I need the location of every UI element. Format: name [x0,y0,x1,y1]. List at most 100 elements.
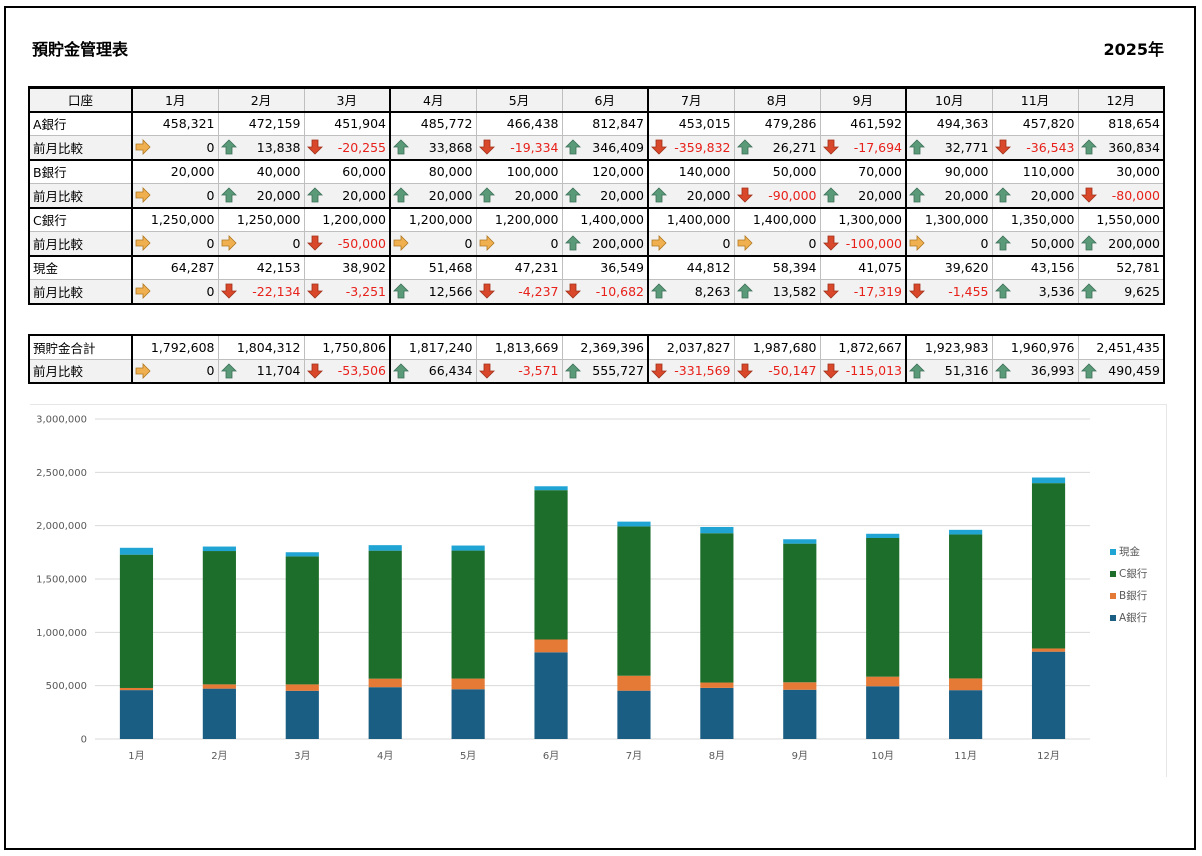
up-arrow-icon [1080,283,1097,299]
x-tick-label: 4月 [377,750,393,762]
diff-value: 0 [808,235,817,251]
diff-cell: -3,571 [475,359,563,384]
bar-segment [285,552,319,557]
x-tick-label: 6月 [543,750,559,762]
diff-value: 36,993 [1030,363,1075,379]
right-arrow-icon [651,235,667,252]
diff-label: 前月比較 [28,359,133,384]
amount-cell: 47,231 [475,255,563,280]
diff-cell: -90,000 [733,183,821,209]
header-account: 口座 [28,86,133,113]
x-tick-label: 9月 [792,750,808,762]
amount-row: A銀行 458,321 472,159 451,904 485,772 466,438 81… [28,111,1165,136]
bar-segment [202,546,236,552]
amount-cell: 40,000 [217,159,305,184]
amount-cell: 458,321 [131,111,219,136]
diff-label: 前月比較 [28,231,133,257]
diff-cell: 0 [217,231,305,257]
down-arrow-icon [564,283,581,299]
down-arrow-icon [306,235,323,251]
row-label: A銀行 [28,111,133,136]
amount-cell: 41,075 [819,255,907,280]
up-arrow-icon [393,139,409,155]
amount-cell: 1,350,000 [991,207,1079,232]
diff-value: 20,000 [944,187,989,203]
diff-cell: -100,000 [819,231,907,257]
bar-segment [368,678,402,688]
y-tick-label: 3,000,000 [36,415,87,426]
diff-cell: 20,000 [389,183,477,209]
bar-segment [700,682,734,688]
amount-cell: 1,987,680 [733,334,821,360]
bar-segment [119,687,154,691]
up-arrow-icon [564,363,581,379]
diff-cell: -10,682 [561,279,649,305]
bar-segment [949,690,983,739]
amount-cell: 1,200,000 [475,207,563,232]
diff-value: 3,536 [1038,283,1075,299]
page-title: 預貯金管理表 [32,40,129,59]
amount-cell: 453,015 [647,111,735,136]
diff-cell: -17,694 [819,135,907,161]
down-arrow-icon [994,139,1011,155]
diff-cell: -19,334 [475,135,563,161]
diff-cell: 20,000 [475,183,563,209]
diff-value: 13,838 [256,139,301,155]
diff-cell: -359,832 [647,135,735,161]
down-arrow-icon [736,187,753,203]
y-tick-label: 2,500,000 [36,468,87,479]
y-tick-label: 1,500,000 [36,575,87,586]
chart-svg: 0 500,000 1,000,000 1,500,000 2,000,000 2,500… [36,415,1148,763]
up-arrow-icon [994,235,1011,251]
up-arrow-icon [564,187,581,203]
up-arrow-icon [306,187,323,203]
amount-cell: 2,369,396 [561,334,649,360]
diff-cell: 0 [905,231,993,257]
y-tick-label: 2,000,000 [36,521,87,532]
bar-segment [368,550,402,679]
up-arrow-icon [564,235,581,251]
diff-value: -20,255 [337,139,386,155]
right-arrow-icon [135,362,151,379]
diff-label: 前月比較 [28,279,133,305]
page-frame [4,6,1196,850]
diff-value: -17,694 [853,139,902,155]
down-arrow-icon [822,363,839,379]
diff-cell: -115,013 [819,359,907,384]
amount-cell: 1,200,000 [303,207,391,232]
right-arrow-icon [221,235,237,252]
bar-segment [534,490,568,640]
diff-value: 360,834 [1108,139,1160,155]
bar-segment [451,689,485,739]
diff-value: 50,000 [1030,235,1075,251]
down-arrow-icon [478,139,495,155]
diff-cell: 36,993 [991,359,1079,384]
right-arrow-icon [737,235,753,252]
bar-segment [119,554,154,688]
diff-value: 8,263 [694,283,731,299]
diff-value: 33,868 [428,139,473,155]
bar-segment [866,538,900,677]
bar-segment [617,690,651,739]
header-month: 4月 [389,86,477,113]
up-arrow-icon [994,283,1011,299]
amount-cell: 457,820 [991,111,1079,136]
x-tick-label: 1月 [128,750,144,762]
up-arrow-icon [909,139,925,155]
diff-row: 前月比較 0 13,838 -20,255 33,868 -19,334 346,409 -3… [28,135,1165,161]
up-arrow-icon [478,187,495,203]
bar-segment [202,684,236,689]
diff-cell: 13,582 [733,279,821,305]
bar-segment [534,639,568,653]
bar-segment [534,486,568,491]
diff-cell: 20,000 [647,183,735,209]
amount-cell: 451,904 [303,111,391,136]
right-arrow-icon [135,235,151,252]
amount-cell: 812,847 [561,111,649,136]
diff-value: 0 [206,235,215,251]
bar-segment [700,687,734,739]
diff-row: 前月比較 0 -22,134 -3,251 12,566 -4,237 -10,682 8,2… [28,279,1165,305]
x-tick-label: 12月 [1037,750,1060,762]
up-arrow-icon [393,363,409,379]
up-arrow-icon [1080,139,1097,155]
